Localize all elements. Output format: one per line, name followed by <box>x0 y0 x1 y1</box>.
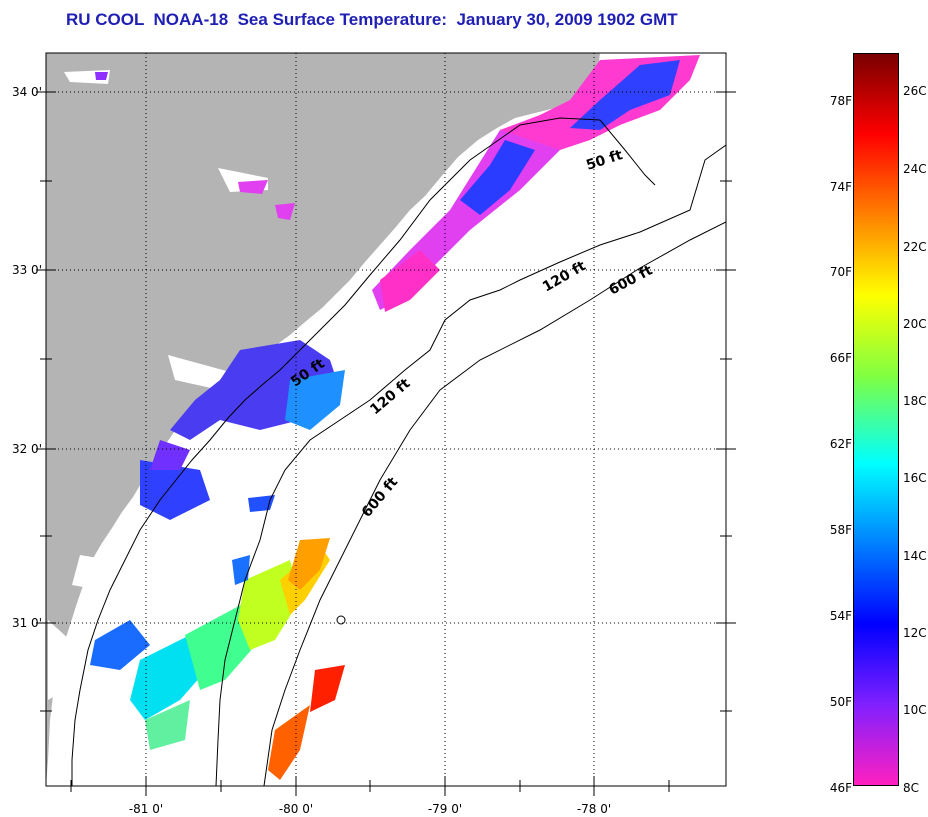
isobaths <box>71 117 726 786</box>
colorbar-label-f: 66F <box>829 351 852 365</box>
isobath-120ft <box>215 144 726 786</box>
map-frame <box>45 52 727 787</box>
isobath-600ft <box>263 221 726 786</box>
colorbar-label-c: 18C <box>903 394 927 408</box>
lon-label: -78 0' <box>576 802 612 816</box>
lat-label: 33 0' <box>11 263 42 277</box>
colorbar-label-c: 20C <box>903 317 927 331</box>
colorbar-label-f: 50F <box>829 695 852 709</box>
lat-label: 34 0' <box>11 85 42 99</box>
axis-ticks <box>36 91 736 796</box>
temperature-colorbar <box>853 53 899 786</box>
colorbar-label-c: 24C <box>903 162 927 176</box>
colorbar-label-c: 14C <box>903 549 927 563</box>
map-title: RU COOL NOAA-18 Sea Surface Temperature:… <box>66 10 678 29</box>
colorbar-label-c: 26C <box>903 84 927 98</box>
colorbar-label-c: 8C <box>903 781 920 795</box>
colorbar-label-f: 46F <box>829 781 852 795</box>
colorbar-label-f: 70F <box>829 265 852 279</box>
lat-label: 32 0' <box>11 442 42 456</box>
lon-label: -81 0' <box>128 802 164 816</box>
colorbar-label-f: 58F <box>829 523 852 537</box>
lat-label: 31 0' <box>11 616 42 630</box>
colorbar-label-f: 78F <box>829 94 852 108</box>
colorbar-label-c: 10C <box>903 703 927 717</box>
colorbar-label-f: 74F <box>829 180 852 194</box>
colorbar-label-f: 54F <box>829 609 852 623</box>
land-mass <box>46 53 600 786</box>
colorbar-label-c: 22C <box>903 240 927 254</box>
lon-label: -79 0' <box>427 802 463 816</box>
colorbar-label-c: 12C <box>903 626 927 640</box>
sst-patches <box>90 55 700 780</box>
colorbar-label-f: 62F <box>829 437 852 451</box>
lat-lon-grid <box>46 53 726 786</box>
isobath-50ft <box>71 117 656 786</box>
colorbar-label-c: 16C <box>903 471 927 485</box>
lon-label: -80 0' <box>278 802 314 816</box>
